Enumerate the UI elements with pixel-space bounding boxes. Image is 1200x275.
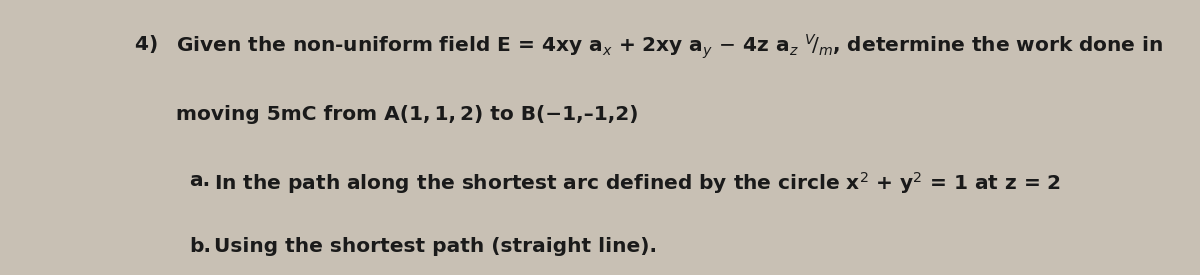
Text: a.: a. [190,170,211,189]
Text: b.: b. [190,236,211,255]
Text: Using the shortest path (straight line).: Using the shortest path (straight line). [214,236,656,255]
Text: $\mathbf{4)}$: $\mathbf{4)}$ [134,33,158,55]
Text: In the path along the shortest arc defined by the circle x$^2$ + y$^2$ = 1 at z : In the path along the shortest arc defin… [214,170,1061,196]
Text: Given the non-uniform field E = 4xy a$_x$ + 2xy a$_y$ $-$ 4z a$_z$ $^V\!/_m$, de: Given the non-uniform field E = 4xy a$_x… [176,33,1164,61]
Text: moving 5mC from A(1, 1, 2) to B(−1,–1,2): moving 5mC from A(1, 1, 2) to B(−1,–1,2) [176,104,638,123]
